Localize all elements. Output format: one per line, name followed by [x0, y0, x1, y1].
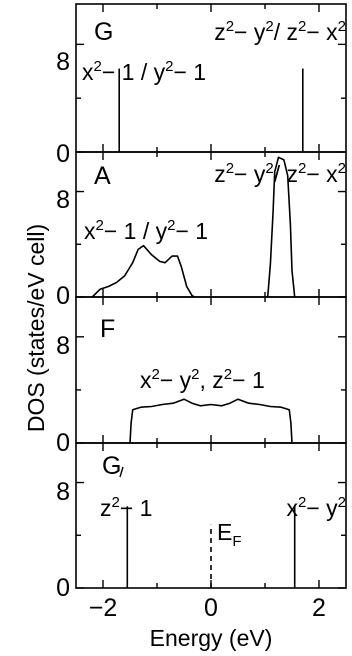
panel-1-annotation-left: x2− 1 / y2− 1: [82, 58, 206, 85]
y-axis-label: DOS (states/eV cell): [23, 224, 49, 432]
x-tick-label: 0: [204, 594, 218, 622]
x-axis-label: Energy (eV): [150, 625, 273, 651]
panel-3-ytick-0: 0: [56, 429, 70, 457]
panel-4-label-slash: [119, 466, 124, 478]
panel-3-dos-series-1: [129, 398, 293, 444]
panel-3: F 8 0 x2− y2, z2− 1: [56, 296, 347, 457]
panel-1-ytick-8: 8: [56, 48, 70, 76]
panel-3-annotation: x2− y2, z2− 1: [140, 366, 265, 393]
fermi-level-label: EF: [217, 519, 242, 550]
panel-2-ytick-0: 0: [56, 282, 70, 310]
panel-2-dos-series-1: [91, 244, 196, 298]
panel-2-annotation-right: z2− y2/ z2− x2: [214, 160, 346, 187]
panel-3-ytick-8: 8: [56, 332, 70, 360]
panel-2-label: A: [94, 162, 111, 190]
panel-1-annotation-right: z2− y2/ z2− x2: [214, 18, 346, 45]
panel-2-dos-series-2: [266, 156, 296, 298]
panel-1-label: G: [94, 18, 113, 46]
panel-2-annotation-left: x2− 1 / y2− 1: [84, 217, 208, 244]
panel-2: A 8 0 x2− 1 / y2− 1 z2− y2/ z2− x2: [56, 151, 347, 310]
panel-2-ytick-8: 8: [56, 186, 70, 214]
panel-4-annotation-left: z2− 1: [100, 494, 152, 521]
panel-3-label: F: [100, 315, 115, 343]
panel-4: G 8 0 z2− 1 x2− y2 EF: [56, 442, 347, 602]
x-tick-label: 2: [312, 594, 326, 622]
panel-4-ytick-8: 8: [56, 478, 70, 506]
x-tick-label: −2: [89, 594, 118, 622]
panel-1: G 8 0 x2− 1 / y2− 1 z2− y2/ z2− x2: [56, 3, 347, 168]
panel-4-label: G: [102, 452, 121, 480]
panel-4-ytick-0: 0: [56, 574, 70, 602]
panel-1-ytick-0: 0: [56, 140, 70, 168]
